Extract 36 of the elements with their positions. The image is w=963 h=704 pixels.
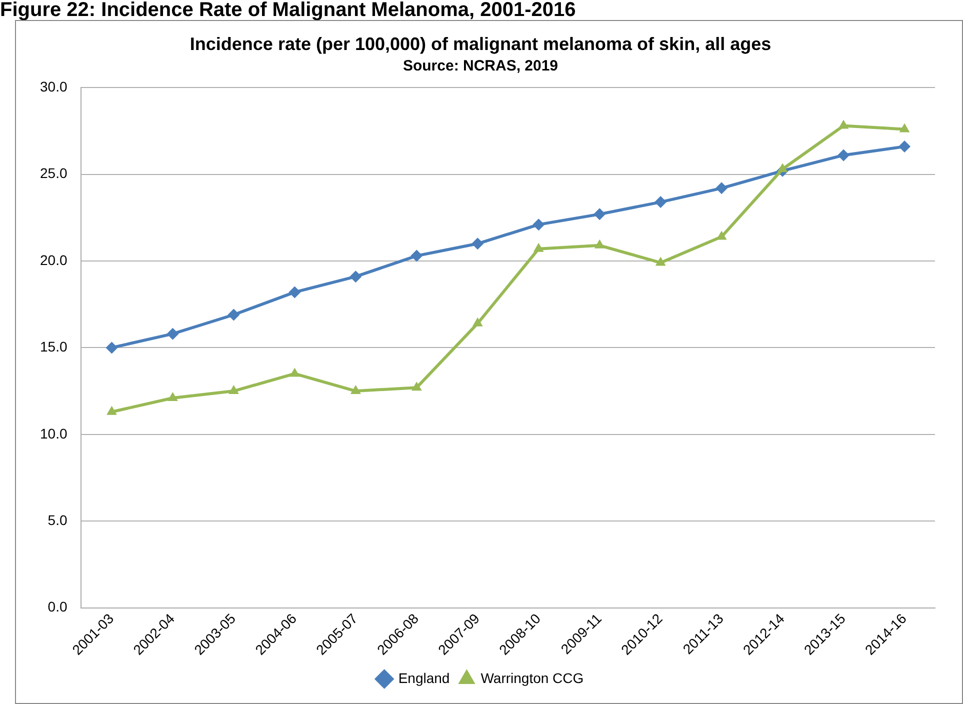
point: [350, 270, 362, 283]
point: [533, 242, 544, 252]
y-tick-label: 20.0: [40, 252, 68, 268]
y-tick-label: 30.0: [40, 78, 68, 94]
chart-title: Incidence rate (per 100,000) of malignant melanoma of skin, all ages: [190, 34, 772, 54]
point: [472, 317, 483, 326]
point: [898, 140, 911, 153]
point: [288, 286, 301, 298]
y-tick-label: 5.0: [48, 512, 68, 528]
point: [594, 208, 606, 220]
point: [106, 342, 118, 354]
point: [289, 368, 300, 377]
legend-label: England: [398, 670, 450, 686]
legend-label: Warrington CCG: [480, 670, 584, 686]
point: [777, 163, 788, 172]
point: [655, 256, 666, 266]
caption: Figure 22: Incidence Rate of Malignant Melanoma, 2001-2016: [0, 0, 577, 21]
point: [410, 250, 423, 262]
point: [594, 239, 605, 248]
y-tick-label: 10.0: [40, 425, 68, 442]
point: [350, 385, 361, 394]
point: [838, 149, 850, 162]
point: [654, 196, 667, 208]
y-tick-label: 0.0: [48, 598, 68, 615]
point: [472, 238, 484, 250]
point: [228, 308, 240, 321]
point: [411, 382, 422, 391]
point: [168, 392, 178, 401]
point: [228, 385, 239, 394]
point: [716, 182, 728, 194]
chart-subtitle: Source: NCRAS, 2019: [402, 58, 558, 75]
y-tick-label: 15.0: [40, 338, 68, 355]
point: [166, 328, 179, 340]
point: [106, 406, 117, 415]
point: [532, 218, 545, 231]
y-tick-label: 25.0: [40, 165, 68, 182]
